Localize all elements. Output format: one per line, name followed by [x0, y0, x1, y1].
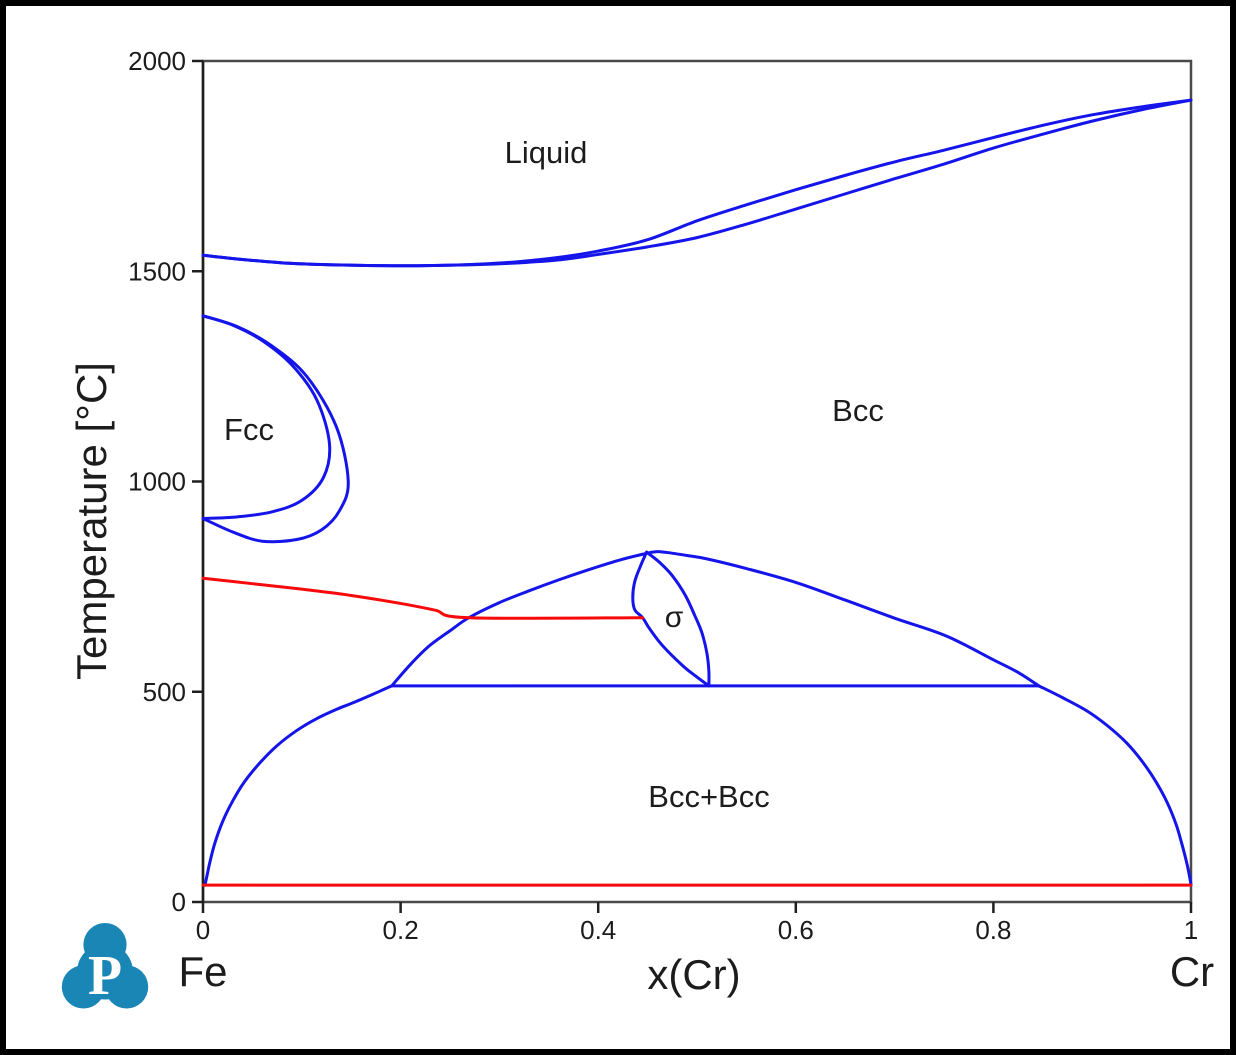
x-tick-label: 0.4	[580, 915, 616, 945]
pandat-logo: P	[61, 923, 149, 1009]
logo-trefoil-shape	[61, 923, 149, 1009]
y-tick-label: 1500	[128, 256, 186, 286]
x-axis-left-element-label: Fe	[178, 948, 228, 995]
y-tick-label: 0	[172, 887, 186, 917]
x-tick-label: 0.8	[975, 915, 1011, 945]
phase-label-bcc: Bcc	[832, 393, 884, 428]
x-tick-label: 0.6	[778, 915, 814, 945]
logo-letter: P	[88, 945, 122, 1007]
x-axis-title: x(Cr)	[647, 951, 741, 998]
y-tick-label: 1000	[128, 467, 186, 497]
phase-label-fcc: Fcc	[224, 412, 274, 447]
curve-liquidus	[201, 98, 1193, 268]
curve-bcc-sigma-dome	[390, 550, 1041, 688]
x-tick-label: 1	[1184, 915, 1198, 945]
curve-miscibility-gap-left	[203, 684, 394, 887]
curve-curie-temperature	[201, 576, 645, 620]
y-axis-title: Temperature [°C]	[68, 362, 115, 680]
x-tick-label: 0	[196, 915, 210, 945]
x-tick-label: 0.2	[383, 915, 419, 945]
phase-label-bcc-plus-bcc: Bcc+Bcc	[648, 779, 770, 814]
x-axis-right-element-label: Cr	[1169, 948, 1215, 995]
phase-diagram-plot: 0 0.2 0.4 0.6 0.8 1 0 500 1000 1500 2000	[128, 46, 1198, 945]
curve-solidus	[201, 98, 1193, 268]
y-tick-label: 500	[143, 677, 186, 707]
curve-fcc-loop-outer	[201, 314, 350, 544]
y-tick-label: 2000	[128, 46, 186, 76]
plot-frame	[201, 59, 1193, 904]
curve-miscibility-gap-right	[1037, 684, 1193, 887]
curve-sigma-lens-right	[645, 550, 711, 688]
phase-label-sigma: σ	[664, 601, 684, 634]
phase-label-liquid: Liquid	[504, 135, 588, 170]
